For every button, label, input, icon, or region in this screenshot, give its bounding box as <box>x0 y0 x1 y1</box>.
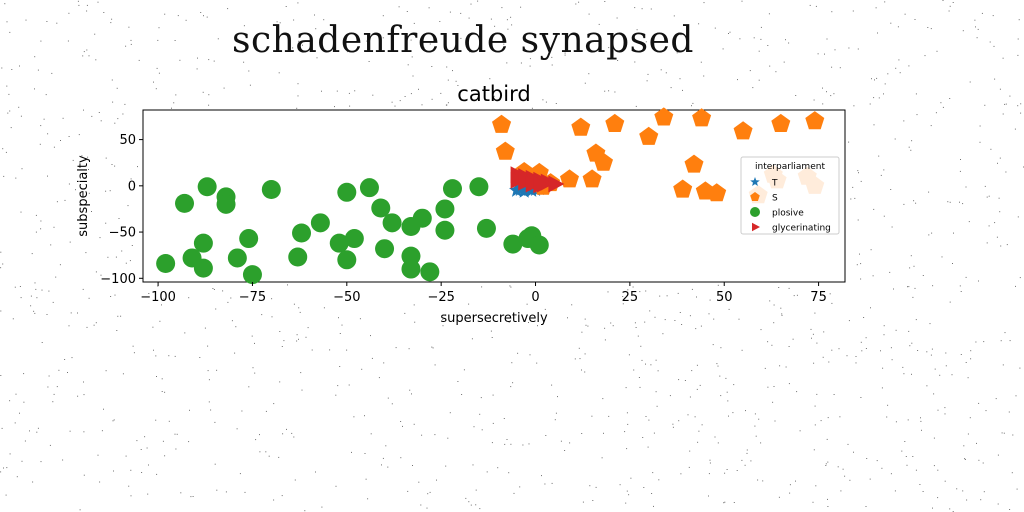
legend-marker-S <box>750 192 760 201</box>
point-S-8 <box>771 113 791 132</box>
x-axis-label: supersecretively <box>440 311 548 326</box>
legend-title: interparliament <box>755 162 825 172</box>
point-S-13 <box>582 169 602 188</box>
point-plosive-35 <box>156 254 176 274</box>
point-plosive-28 <box>292 223 312 243</box>
point-S-15 <box>673 179 693 198</box>
point-plosive-13 <box>435 199 455 219</box>
point-plosive-23 <box>337 250 357 270</box>
chart-title: catbird <box>457 82 530 106</box>
point-S-7 <box>733 121 753 140</box>
y-tick-label: −100 <box>100 272 136 287</box>
point-plosive-20 <box>310 213 330 233</box>
plot-area <box>142 109 846 283</box>
point-plosive-0 <box>197 177 217 197</box>
point-plosive-19 <box>529 235 549 255</box>
legend-label: T <box>771 179 778 189</box>
point-plosive-16 <box>503 234 523 254</box>
point-plosive-29 <box>288 247 308 267</box>
point-plosive-10 <box>401 217 421 237</box>
x-tick-label: 75 <box>810 290 827 305</box>
point-glycerinating-13 <box>533 176 550 194</box>
point-glycerinating-5 <box>548 175 565 193</box>
legend-box <box>740 156 840 235</box>
point-plosive-22 <box>344 229 364 249</box>
point-S-12 <box>560 169 579 188</box>
point-S-11 <box>593 152 613 171</box>
point-plosive-5 <box>337 182 357 202</box>
point-plosive-34 <box>193 258 213 278</box>
point-plosive-32 <box>193 233 213 253</box>
point-plosive-30 <box>239 229 259 249</box>
point-S-0 <box>492 114 512 133</box>
point-T-6 <box>516 183 532 198</box>
point-S-3 <box>605 113 625 132</box>
x-tick-label: 50 <box>716 290 733 305</box>
point-S-6 <box>692 108 712 127</box>
point-S-2 <box>571 117 591 136</box>
point-plosive-14 <box>435 220 455 240</box>
point-S-5 <box>654 107 674 126</box>
point-plosive-24 <box>375 239 395 259</box>
point-plosive-15 <box>476 218 496 238</box>
point-S-14 <box>684 154 704 173</box>
legend-marker-T <box>750 177 760 186</box>
point-plosive-4 <box>261 180 281 200</box>
legend-label: glycerinating <box>772 224 831 234</box>
x-tick-label: −50 <box>333 290 360 305</box>
figure-suptitle: schadenfreude synapsed <box>232 20 694 61</box>
point-plosive-36 <box>242 265 262 285</box>
point-S-4 <box>639 126 659 145</box>
point-plosive-26 <box>401 259 421 279</box>
legend-marker-glycerinating <box>752 222 760 232</box>
y-tick-label: 50 <box>119 133 136 148</box>
point-plosive-11 <box>442 179 462 199</box>
x-axis-ticks: −100 −75 −50 −25 0 25 50 75 <box>140 282 827 305</box>
y-tick-label: 0 <box>128 179 136 194</box>
point-S-17 <box>707 183 727 202</box>
point-plosive-1 <box>175 193 195 213</box>
x-tick-label: −75 <box>239 290 266 305</box>
y-axis-ticks: −100 −50 0 50 <box>100 133 143 287</box>
x-tick-label: −25 <box>427 290 454 305</box>
x-tick-label: −100 <box>140 290 176 305</box>
point-plosive-6 <box>359 178 379 198</box>
y-tick-label: −50 <box>109 226 136 241</box>
x-tick-label: 0 <box>531 290 539 305</box>
point-plosive-8 <box>382 213 402 233</box>
point-plosive-12 <box>469 177 489 197</box>
point-plosive-31 <box>227 248 247 268</box>
point-plosive-21 <box>329 233 349 253</box>
legend-label: plosive <box>772 209 804 219</box>
point-plosive-7 <box>371 198 391 218</box>
point-plosive-27 <box>420 262 440 282</box>
point-S-9 <box>805 111 825 130</box>
point-plosive-3 <box>216 194 236 214</box>
legend-label: S <box>772 194 778 204</box>
legend-marker-plosive <box>750 207 760 217</box>
point-S-1 <box>495 141 515 160</box>
y-axis-label: subspecialty <box>76 155 91 237</box>
x-tick-label: 25 <box>622 290 639 305</box>
